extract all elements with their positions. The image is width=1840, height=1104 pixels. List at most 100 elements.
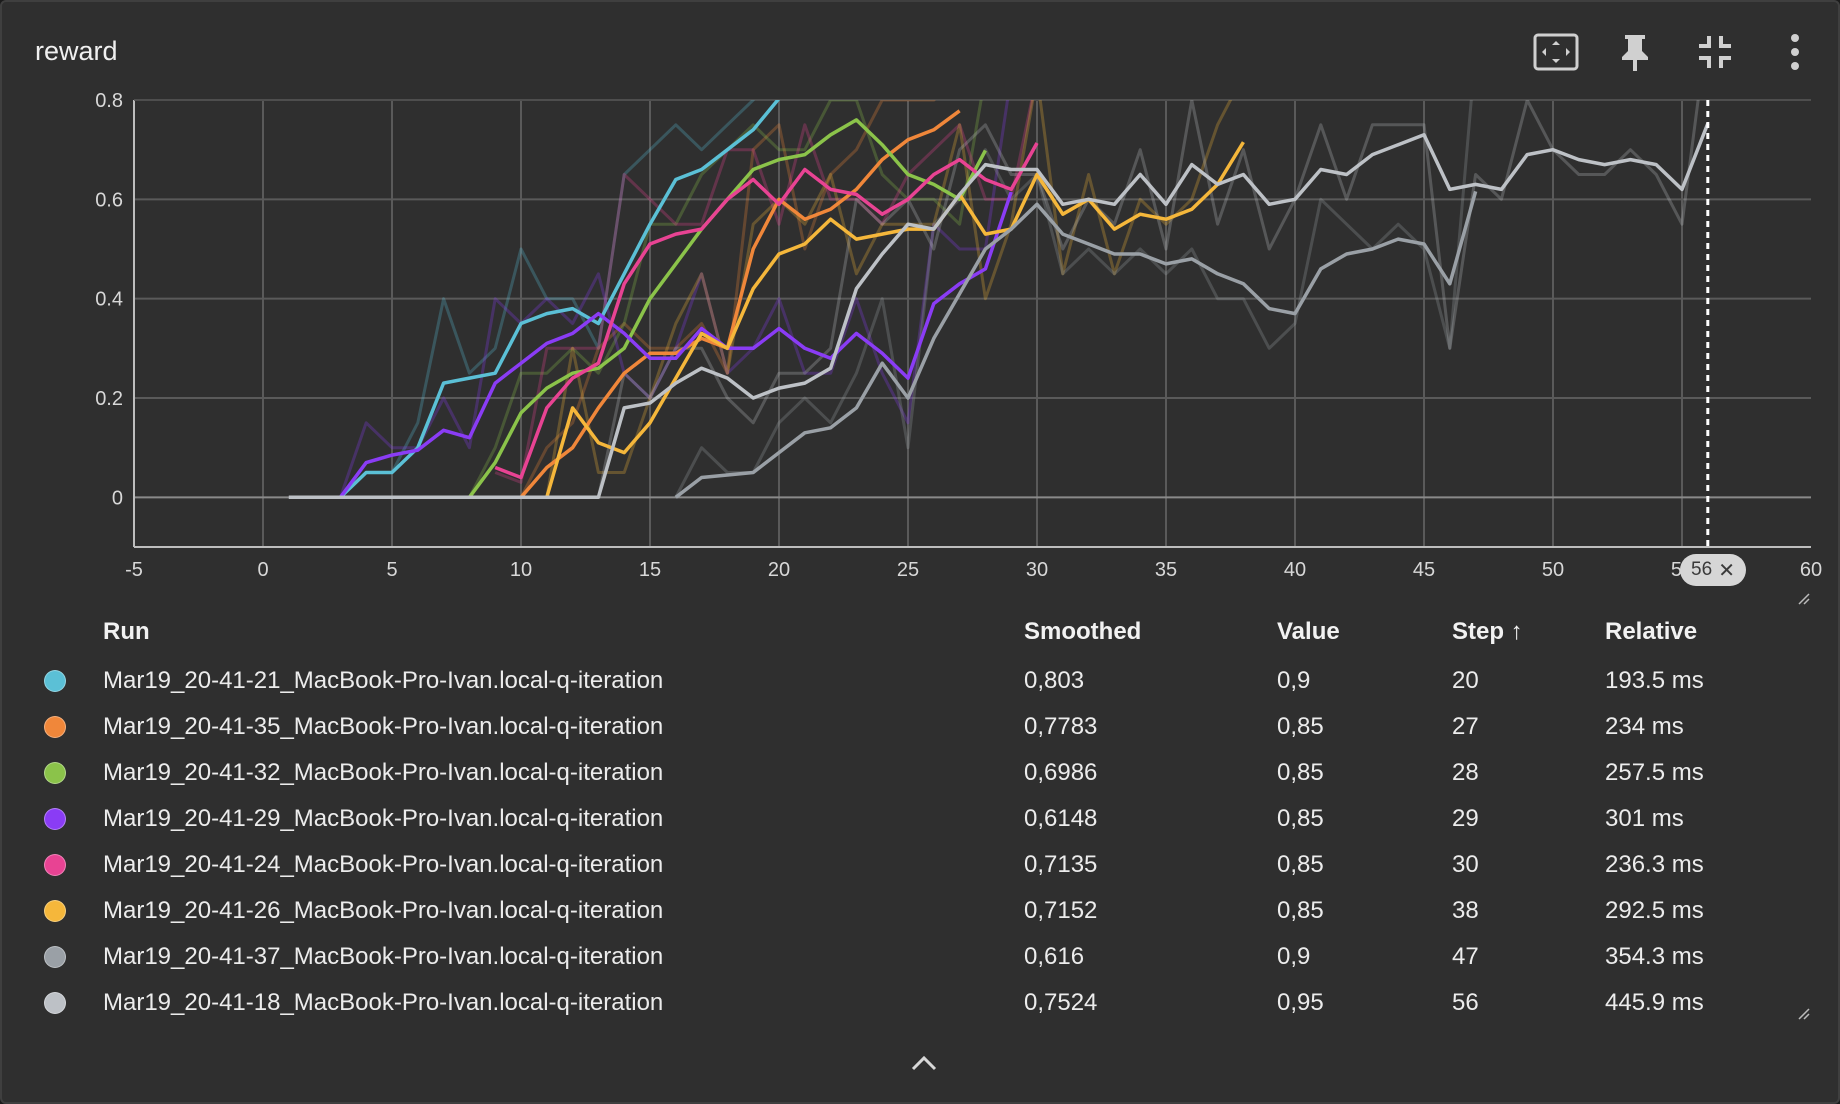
- smoothed-series-line: [494, 142, 1039, 480]
- relative-time: 301 ms: [1605, 805, 1684, 832]
- run-color-swatch[interactable]: [44, 808, 66, 830]
- y-tick-label: 0: [112, 487, 123, 509]
- chevron-up-icon: [911, 1055, 937, 1071]
- run-color-swatch[interactable]: [44, 946, 66, 968]
- smoothed-series-line: [519, 109, 961, 499]
- y-tick-label: 0.8: [95, 90, 123, 112]
- step-value: 28: [1452, 759, 1479, 786]
- collapse-icon: [1699, 36, 1731, 68]
- more-options-button[interactable]: [1771, 28, 1819, 76]
- resize-handle-icon[interactable]: [1797, 1007, 1811, 1021]
- run-name: Mar19_20-41-29_MacBook-Pro-Ivan.local-q-…: [103, 805, 664, 832]
- x-tick-label: 25: [897, 559, 919, 581]
- y-tick-label: 0.4: [95, 289, 123, 311]
- step-value: 29: [1452, 805, 1479, 832]
- raw-value: 0,9: [1277, 667, 1311, 694]
- run-color-swatch[interactable]: [44, 900, 66, 922]
- raw-value: 0,85: [1277, 805, 1324, 832]
- x-tick-label: 50: [1542, 559, 1564, 581]
- raw-value: 0,95: [1277, 989, 1324, 1016]
- run-name: Mar19_20-41-21_MacBook-Pro-Ivan.local-q-…: [103, 667, 664, 694]
- raw-value: 0,9: [1277, 943, 1311, 970]
- relative-time: 257.5 ms: [1605, 759, 1704, 786]
- col-smoothed[interactable]: Smoothed: [1024, 618, 1142, 645]
- raw-value: 0,85: [1277, 897, 1324, 924]
- step-value: 27: [1452, 713, 1479, 740]
- col-value[interactable]: Value: [1277, 618, 1340, 645]
- run-name: Mar19_20-41-26_MacBook-Pro-Ivan.local-q-…: [103, 897, 664, 924]
- plot-area[interactable]: [288, 26, 1710, 500]
- col-relative[interactable]: Relative: [1605, 618, 1698, 645]
- run-name: Mar19_20-41-24_MacBook-Pro-Ivan.local-q-…: [103, 851, 664, 878]
- x-tick-label: 15: [639, 559, 661, 581]
- raw-series-line: [494, 100, 1034, 484]
- smoothed-series-line: [288, 122, 1710, 500]
- raw-series-line: [338, 100, 1010, 498]
- table-row[interactable]: Mar19_20-41-29_MacBook-Pro-Ivan.local-q-…: [2, 796, 1840, 842]
- step-cursor-badge[interactable]: 56 ✕: [1680, 554, 1746, 586]
- table-header: Run Smoothed Value Step ↑ Relative: [2, 612, 1840, 658]
- table-row[interactable]: Mar19_20-41-32_MacBook-Pro-Ivan.local-q-…: [2, 750, 1840, 796]
- raw-series-line: [288, 100, 1700, 499]
- pin-icon: [1622, 35, 1648, 71]
- step-value: 47: [1452, 943, 1479, 970]
- raw-value: 0,85: [1277, 713, 1324, 740]
- relative-time: 193.5 ms: [1605, 667, 1704, 694]
- raw-value: 0,85: [1277, 759, 1324, 786]
- x-tick-label: 30: [1026, 559, 1048, 581]
- smoothed-value: 0,803: [1024, 667, 1085, 694]
- table-row[interactable]: Mar19_20-41-18_MacBook-Pro-Ivan.local-q-…: [2, 980, 1840, 1026]
- table-row[interactable]: Mar19_20-41-35_MacBook-Pro-Ivan.local-q-…: [2, 704, 1840, 750]
- x-tick-label: 45: [1413, 559, 1435, 581]
- relative-time: 236.3 ms: [1605, 851, 1704, 878]
- pin-button[interactable]: [1611, 28, 1659, 76]
- raw-series-line: [519, 100, 936, 498]
- table-row[interactable]: Mar19_20-41-26_MacBook-Pro-Ivan.local-q-…: [2, 888, 1840, 934]
- x-tick-label: 10: [510, 559, 532, 581]
- x-tick-label: 5: [386, 559, 397, 581]
- smoothed-value: 0,616: [1024, 943, 1085, 970]
- smoothed-value: 0,7135: [1024, 851, 1098, 878]
- run-color-swatch[interactable]: [44, 762, 66, 784]
- runs-table: Run Smoothed Value Step ↑ Relative Mar19…: [2, 612, 1840, 1026]
- smoothed-value: 0,6986: [1024, 759, 1098, 786]
- run-name: Mar19_20-41-32_MacBook-Pro-Ivan.local-q-…: [103, 759, 664, 786]
- run-color-swatch[interactable]: [44, 992, 66, 1014]
- collapse-button[interactable]: [1691, 28, 1739, 76]
- relative-time: 354.3 ms: [1605, 943, 1704, 970]
- resize-handle-icon[interactable]: [1797, 592, 1811, 606]
- x-tick-label: 0: [257, 559, 268, 581]
- run-color-swatch[interactable]: [44, 716, 66, 738]
- smoothed-value: 0,6148: [1024, 805, 1098, 832]
- x-tick-label: 60: [1800, 559, 1822, 581]
- table-row[interactable]: Mar19_20-41-37_MacBook-Pro-Ivan.local-q-…: [2, 934, 1840, 980]
- step-value: 56: [1452, 989, 1479, 1016]
- smoothed-series-line: [674, 190, 1478, 499]
- step-value: 20: [1452, 667, 1479, 694]
- run-name: Mar19_20-41-18_MacBook-Pro-Ivan.local-q-…: [103, 989, 664, 1016]
- table-row[interactable]: Mar19_20-41-21_MacBook-Pro-Ivan.local-q-…: [2, 658, 1840, 704]
- run-color-swatch[interactable]: [44, 854, 66, 876]
- raw-series-line: [545, 100, 1233, 498]
- fit-domain-button[interactable]: [1532, 28, 1580, 76]
- col-run[interactable]: Run: [103, 618, 150, 645]
- x-tick-label: 20: [768, 559, 790, 581]
- line-chart[interactable]: -505101520253035404550556000.20.40.60.8: [2, 2, 1838, 602]
- relative-time: 445.9 ms: [1605, 989, 1704, 1016]
- y-tick-label: 0.6: [95, 189, 123, 211]
- raw-value: 0,85: [1277, 851, 1324, 878]
- relative-time: 234 ms: [1605, 713, 1684, 740]
- col-step[interactable]: Step ↑: [1452, 618, 1523, 645]
- step-value: 38: [1452, 897, 1479, 924]
- table-row[interactable]: Mar19_20-41-24_MacBook-Pro-Ivan.local-q-…: [2, 842, 1840, 888]
- step-value: 30: [1452, 851, 1479, 878]
- collapse-table-button[interactable]: [904, 1048, 944, 1078]
- raw-series-line: [339, 100, 755, 499]
- run-color-swatch[interactable]: [44, 670, 66, 692]
- close-icon[interactable]: ✕: [1718, 559, 1735, 582]
- smoothed-series-line: [545, 141, 1245, 498]
- smoothed-value: 0,7152: [1024, 897, 1098, 924]
- x-tick-label: 40: [1284, 559, 1306, 581]
- more-vert-icon: [1791, 34, 1799, 70]
